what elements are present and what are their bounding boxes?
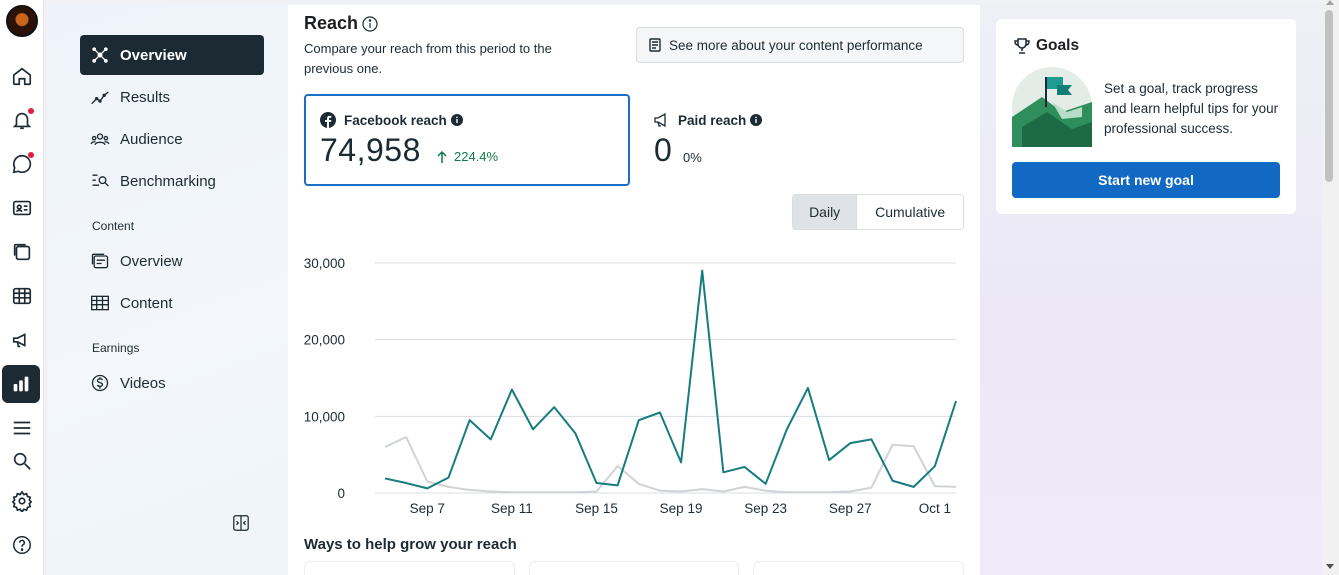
insights-icon[interactable] bbox=[2, 365, 40, 403]
audience-icon bbox=[90, 133, 110, 146]
tip-card[interactable] bbox=[753, 561, 965, 575]
x-tick-label: Sep 15 bbox=[575, 501, 618, 516]
goal-flag-illustration bbox=[1012, 67, 1092, 147]
dollar-icon bbox=[91, 374, 109, 392]
insights-nav: Overview Results Audience Benchmarking C… bbox=[48, 5, 288, 575]
facebook-reach-card[interactable]: Facebook reach 74,958 224.4% bbox=[304, 94, 630, 186]
ways-to-grow-cards bbox=[304, 561, 965, 575]
page-avatar[interactable] bbox=[6, 5, 38, 37]
nav-item-results[interactable]: Results bbox=[80, 77, 264, 117]
ads-megaphone-icon[interactable] bbox=[6, 324, 38, 356]
info-icon[interactable] bbox=[750, 114, 763, 126]
scrollbar-thumb[interactable] bbox=[1325, 10, 1333, 182]
contacts-icon[interactable] bbox=[6, 192, 38, 224]
right-panel: Goals Set a goal, track progress and lea… bbox=[980, 5, 1322, 575]
tip-card[interactable] bbox=[528, 561, 740, 575]
collapse-sidebar-icon[interactable] bbox=[232, 514, 250, 532]
arrow-up-icon bbox=[437, 150, 447, 163]
reach-subtitle: Compare your reach from this period to t… bbox=[304, 41, 552, 76]
content-table-icon bbox=[91, 295, 109, 311]
facebook-reach-change-text: 224.4% bbox=[454, 149, 499, 164]
icon-rail bbox=[0, 0, 44, 575]
menu-icon[interactable] bbox=[6, 412, 38, 444]
notification-badge bbox=[28, 108, 34, 114]
series-line[interactable] bbox=[384, 269, 957, 490]
nav-item-label: Audience bbox=[120, 130, 183, 148]
messages-badge bbox=[28, 152, 34, 158]
nav-item-benchmarking[interactable]: Benchmarking bbox=[80, 161, 264, 201]
facebook-icon bbox=[320, 112, 336, 128]
reach-title-text: Reach bbox=[304, 13, 359, 33]
nav-item-label: Overview bbox=[120, 46, 187, 64]
nav-item-label: Benchmarking bbox=[120, 172, 216, 190]
facebook-reach-change: 224.4% bbox=[436, 149, 498, 164]
paid-reach-change: 0% bbox=[683, 150, 702, 165]
goals-title-text: Goals bbox=[1036, 37, 1080, 54]
trophy-icon bbox=[1014, 38, 1030, 54]
reach-title: Reach bbox=[304, 13, 378, 34]
info-icon[interactable] bbox=[362, 15, 378, 32]
facebook-reach-label: Facebook reach bbox=[320, 112, 463, 128]
scroll-up-arrow-icon[interactable] bbox=[1326, 0, 1334, 5]
series-line[interactable] bbox=[384, 436, 957, 494]
daily-cumulative-toggle: Daily Cumulative bbox=[792, 194, 964, 230]
content-overview-icon bbox=[91, 253, 109, 269]
paid-reach-value: 0 bbox=[654, 132, 673, 168]
info-icon[interactable] bbox=[450, 114, 463, 126]
scroll-down-arrow-icon[interactable] bbox=[1326, 564, 1334, 569]
x-tick-label: Sep 23 bbox=[744, 501, 787, 516]
megaphone-icon bbox=[654, 112, 666, 128]
planner-icon[interactable] bbox=[6, 280, 38, 312]
tip-card[interactable] bbox=[304, 561, 515, 575]
y-tick-label: 20,000 bbox=[304, 333, 345, 348]
y-tick-label: 10,000 bbox=[304, 409, 345, 424]
nav-item-label: Videos bbox=[120, 374, 166, 392]
y-tick-label: 30,000 bbox=[304, 256, 345, 271]
nav-section-earnings: Earnings bbox=[92, 341, 140, 355]
nav-section-content: Content bbox=[92, 219, 135, 233]
nav-item-label: Results bbox=[120, 88, 171, 106]
nav-item-label: Content bbox=[120, 294, 173, 312]
start-new-goal-button[interactable]: Start new goal bbox=[1012, 162, 1280, 198]
toggle-cumulative[interactable]: Cumulative bbox=[857, 195, 963, 229]
settings-gear-icon[interactable] bbox=[6, 485, 38, 517]
nav-item-content[interactable]: Content bbox=[80, 283, 264, 323]
page-scrollbar[interactable] bbox=[1322, 0, 1339, 575]
x-tick-label: Sep 27 bbox=[829, 501, 872, 516]
goals-title: Goals bbox=[1012, 36, 1079, 56]
help-icon[interactable] bbox=[6, 529, 38, 561]
goals-card: Goals Set a goal, track progress and lea… bbox=[996, 19, 1296, 214]
nav-item-content-overview[interactable]: Overview bbox=[80, 241, 264, 281]
see-more-content-performance-button[interactable]: See more about your content performance bbox=[636, 27, 964, 63]
notifications-icon[interactable] bbox=[6, 104, 38, 136]
nav-item-audience[interactable]: Audience bbox=[80, 119, 264, 159]
toggle-daily[interactable]: Daily bbox=[793, 195, 858, 229]
reach-panel: Reach Compare your reach from this perio… bbox=[288, 5, 980, 575]
x-tick-label: Sep 11 bbox=[491, 501, 533, 516]
overview-icon bbox=[92, 47, 108, 63]
home-icon[interactable] bbox=[6, 60, 38, 92]
facebook-reach-text: Facebook reach bbox=[344, 112, 447, 128]
see-more-label: See more about your content performance bbox=[669, 37, 923, 53]
results-icon bbox=[91, 91, 109, 105]
y-tick-label: 0 bbox=[337, 486, 345, 501]
search-icon[interactable] bbox=[6, 445, 38, 477]
x-tick-label: Sep 7 bbox=[410, 501, 445, 516]
nav-item-overview[interactable]: Overview bbox=[80, 35, 264, 75]
facebook-reach-value: 74,958 bbox=[320, 132, 421, 168]
content-library-icon[interactable] bbox=[6, 236, 38, 268]
paid-reach-text: Paid reach bbox=[678, 112, 747, 128]
goals-description: Set a goal, track progress and learn hel… bbox=[1104, 81, 1279, 136]
nav-item-label: Overview bbox=[120, 252, 183, 270]
ways-to-grow-heading: Ways to help grow your reach bbox=[304, 536, 517, 553]
x-tick-label: Sep 19 bbox=[660, 501, 703, 516]
benchmarking-icon bbox=[92, 174, 109, 187]
document-icon bbox=[649, 38, 661, 52]
x-tick-label: Oct 1 bbox=[919, 501, 951, 516]
paid-reach-label: Paid reach bbox=[654, 112, 763, 128]
messages-icon[interactable] bbox=[6, 148, 38, 180]
nav-item-videos[interactable]: Videos bbox=[80, 363, 264, 403]
reach-line-chart: 0 10,000 20,000 30,000 Sep 7 Sep 11 Sep 15 Sep … bbox=[304, 256, 957, 516]
